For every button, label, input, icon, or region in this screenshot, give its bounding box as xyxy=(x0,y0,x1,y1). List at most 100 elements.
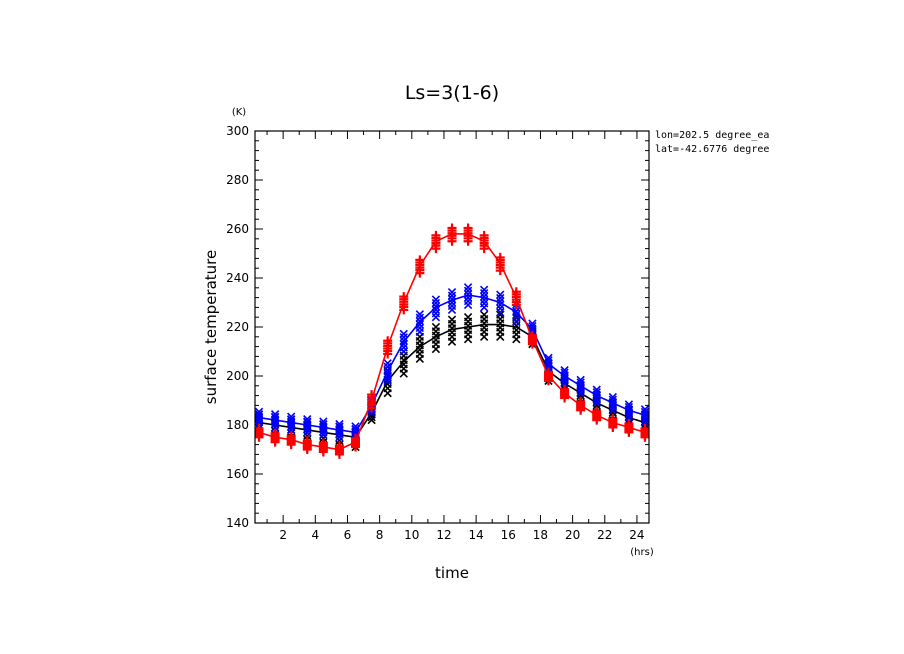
data-point-marker xyxy=(335,422,344,431)
data-point-marker xyxy=(383,369,392,378)
data-point-marker xyxy=(463,290,473,299)
data-point-marker xyxy=(415,313,425,322)
data-point-marker xyxy=(431,305,441,315)
data-point-marker xyxy=(303,414,312,424)
data-point-marker xyxy=(319,417,328,426)
data-point-marker xyxy=(335,419,344,429)
data-point-marker xyxy=(367,390,377,400)
x-tick-label: 10 xyxy=(404,528,419,542)
data-point-marker xyxy=(431,230,441,240)
data-point-marker xyxy=(479,285,489,294)
data-point-marker xyxy=(447,298,457,307)
data-point-marker xyxy=(399,336,408,345)
data-point-marker xyxy=(511,287,521,297)
data-point-marker xyxy=(479,289,489,298)
latitude-annotation: lat=-42.6776 degree xyxy=(655,144,769,155)
longitude-annotation: lon=202.5 degree_ea xyxy=(655,130,769,141)
data-point-marker xyxy=(496,293,505,303)
series-1 xyxy=(254,283,650,444)
y-tick-label: 280 xyxy=(226,173,249,187)
data-point-marker xyxy=(415,320,425,329)
data-point-marker xyxy=(479,310,489,319)
data-point-marker xyxy=(318,438,328,448)
data-point-marker xyxy=(302,436,312,446)
x-tick-label: 2 xyxy=(279,528,287,542)
data-point-marker xyxy=(447,301,457,311)
data-point-marker xyxy=(463,286,473,295)
x-tick-label: 18 xyxy=(533,528,548,542)
data-point-marker xyxy=(447,294,457,304)
data-point-marker xyxy=(528,321,537,331)
data-point-marker xyxy=(463,296,473,306)
y-tick-label: 160 xyxy=(226,467,249,481)
data-point-marker xyxy=(270,428,280,438)
data-point-marker xyxy=(624,402,634,412)
series-layer xyxy=(254,223,650,459)
data-point-marker xyxy=(319,419,328,429)
y-tick-label: 200 xyxy=(226,369,249,383)
data-point-marker xyxy=(544,353,553,363)
data-point-marker xyxy=(287,415,296,424)
data-point-marker xyxy=(576,396,586,406)
data-point-marker xyxy=(544,356,553,365)
data-point-marker xyxy=(624,400,634,409)
data-point-marker xyxy=(431,298,441,308)
data-point-marker xyxy=(351,433,361,443)
x-tick-label: 14 xyxy=(468,528,483,542)
data-point-marker xyxy=(640,405,650,414)
x-tick-label: 24 xyxy=(629,528,644,542)
y-tick-label: 240 xyxy=(226,271,249,285)
x-unit-label: (hrs) xyxy=(630,547,654,558)
data-point-marker xyxy=(576,375,585,385)
x-tick-label: 4 xyxy=(311,528,319,542)
x-tick-label: 16 xyxy=(501,528,516,542)
x-tick-label: 22 xyxy=(597,528,612,542)
data-point-marker xyxy=(447,288,457,297)
data-point-marker xyxy=(479,295,489,305)
data-point-marker xyxy=(447,291,457,300)
data-point-marker xyxy=(303,417,312,426)
data-point-marker xyxy=(254,407,264,416)
data-point-marker xyxy=(286,431,296,441)
data-point-marker xyxy=(479,230,489,240)
data-point-marker xyxy=(415,255,425,265)
data-point-marker xyxy=(415,316,425,326)
data-point-marker xyxy=(351,424,360,434)
data-point-marker xyxy=(383,359,392,368)
data-point-marker xyxy=(335,436,344,445)
data-point-marker xyxy=(463,283,473,292)
x-tick-label: 6 xyxy=(344,528,352,542)
data-point-marker xyxy=(431,309,441,318)
y-tick-label: 300 xyxy=(226,124,249,138)
data-point-marker xyxy=(431,302,441,311)
data-point-marker xyxy=(608,392,617,402)
data-point-marker xyxy=(528,319,537,328)
data-point-marker xyxy=(479,292,489,301)
data-point-marker xyxy=(415,323,425,333)
data-point-marker xyxy=(383,365,392,375)
data-point-marker xyxy=(431,322,441,332)
data-point-marker xyxy=(415,310,425,319)
data-point-marker xyxy=(463,223,473,233)
chart-title: Ls=3(1-6) xyxy=(405,82,499,104)
data-point-marker xyxy=(640,407,650,417)
data-point-marker xyxy=(383,372,392,382)
data-point-marker xyxy=(543,367,553,377)
x-tick-label: 8 xyxy=(376,528,384,542)
series-2 xyxy=(254,223,650,459)
x-axis-label: time xyxy=(435,564,469,582)
data-point-marker xyxy=(383,362,392,371)
data-point-marker xyxy=(640,423,650,433)
data-point-marker xyxy=(399,292,409,302)
data-point-marker xyxy=(399,329,408,339)
data-point-marker xyxy=(624,419,634,429)
data-point-marker xyxy=(512,310,521,319)
data-point-marker xyxy=(576,378,585,387)
data-point-marker xyxy=(383,336,393,346)
y-axis-label: surface temperature xyxy=(202,250,220,405)
data-point-marker xyxy=(431,295,441,304)
data-point-marker xyxy=(592,406,602,416)
data-point-marker xyxy=(303,431,312,440)
y-tick-label: 140 xyxy=(226,516,249,530)
